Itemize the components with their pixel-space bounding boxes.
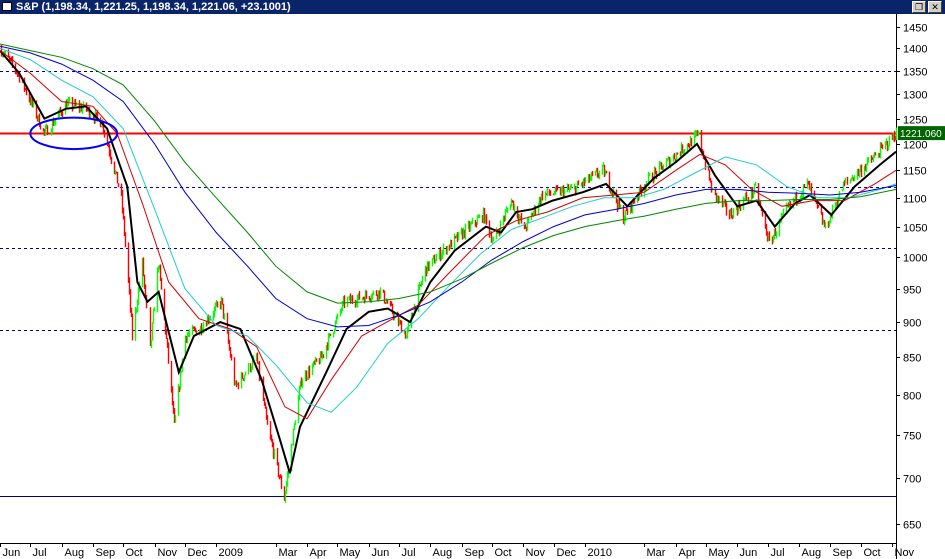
y-tick-label: 1100: [903, 194, 927, 206]
x-tick-label: Jun: [3, 547, 21, 559]
x-tick-label: Apr: [679, 547, 696, 559]
x-tick-label: Jun: [372, 547, 390, 559]
x-tick-label: Dec: [557, 547, 577, 559]
x-tick-label: Oct: [126, 547, 143, 559]
x-tick-label: Jul: [771, 547, 785, 559]
x-tick-label: Nov: [895, 547, 915, 559]
x-tick-label: Apr: [310, 547, 327, 559]
x-tick-label: Nov: [526, 547, 546, 559]
x-tick-label: Dec: [188, 547, 208, 559]
y-tick-label: 1250: [903, 115, 927, 127]
y-tick-label: 1050: [903, 223, 927, 235]
x-tick-label: May: [340, 547, 361, 559]
y-tick-label: 950: [903, 285, 921, 297]
price-chart: 650 700 750 800 850 900 950 1000 1050 1100 1150 120…: [0, 14, 945, 559]
y-tick-label: 850: [903, 353, 921, 365]
series-line-ma_green: [0, 43, 897, 304]
y-tick-label: 1450: [903, 23, 927, 35]
y-tick-label: 800: [903, 391, 921, 403]
y-tick-label: 650: [903, 520, 921, 532]
x-tick-label: Oct: [864, 547, 881, 559]
x-tick-label: Oct: [495, 547, 512, 559]
window-system-icon[interactable]: [2, 2, 12, 11]
x-tick-label: Jun: [740, 547, 758, 559]
close-window-icon[interactable]: ✕: [928, 1, 942, 13]
x-tick-label: Mar: [647, 547, 666, 559]
series-line-ma_cyan: [0, 47, 897, 413]
series-line-ma_blue: [0, 45, 897, 328]
plot-area: [0, 14, 896, 543]
x-tick-label: Jul: [33, 547, 47, 559]
y-tick-label: 1300: [903, 90, 927, 102]
y-tick-label: 900: [903, 318, 921, 330]
y-tick-label: 1400: [903, 44, 927, 56]
x-tick-label: 2009: [219, 547, 243, 559]
x-tick-label: Jul: [402, 547, 416, 559]
window-title: S&P (1,198.34, 1,221.25, 1,198.34, 1,221…: [16, 1, 291, 13]
y-tick-label: 1000: [903, 253, 927, 265]
x-tick-label: Nov: [158, 547, 178, 559]
window-titlebar: S&P (1,198.34, 1,221.25, 1,198.34, 1,221…: [0, 0, 945, 14]
y-tick-label: 1350: [903, 67, 927, 79]
y-tick-label: 1150: [903, 166, 927, 178]
x-tick-label: Sep: [96, 547, 116, 559]
y-tick-label: 1200: [903, 140, 927, 152]
series-line-ma_red: [0, 50, 897, 420]
y-tick-label: 750: [903, 431, 921, 443]
x-tick-label: Aug: [802, 547, 822, 559]
x-tick-label: Sep: [833, 547, 853, 559]
restore-window-icon[interactable]: ❐: [912, 1, 926, 13]
x-tick-label: Mar: [279, 547, 298, 559]
x-tick-label: Sep: [465, 547, 485, 559]
x-tick-label: 2010: [588, 547, 612, 559]
last-price-box: [898, 126, 945, 141]
last-price-label: 1221.060: [900, 129, 942, 140]
x-tick-label: Aug: [65, 547, 85, 559]
x-tick-label: May: [709, 547, 730, 559]
annotation-ellipse: [29, 116, 119, 151]
y-tick-label: 700: [903, 474, 921, 486]
x-tick-label: Aug: [433, 547, 453, 559]
series-line-ma_fast: [0, 49, 897, 474]
